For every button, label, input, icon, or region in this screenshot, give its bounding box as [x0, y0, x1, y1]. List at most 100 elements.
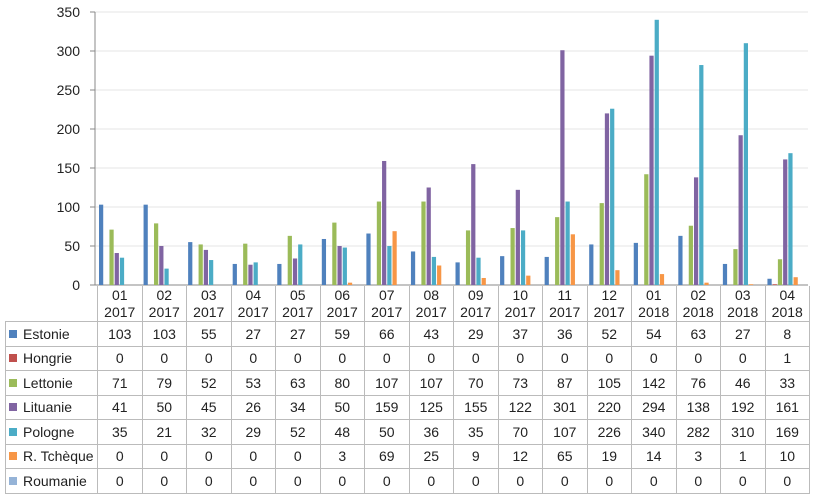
legend-entry: Estonie	[5, 321, 98, 347]
bar-pologne	[788, 153, 793, 285]
bar-lituanie	[337, 246, 342, 285]
y-tick-label: 100	[57, 199, 81, 215]
bar-estonie	[99, 204, 104, 285]
category-label-part: 2018	[682, 303, 714, 320]
data-label: 80	[319, 370, 365, 396]
bar-lettonie	[733, 249, 738, 285]
data-label: 52	[275, 419, 321, 445]
y-tick-label: 200	[57, 121, 81, 137]
category-label: 03 2018	[720, 286, 766, 322]
bar-rtchque	[481, 277, 486, 285]
data-label: 1	[720, 443, 766, 469]
data-label: 138	[675, 394, 721, 420]
bar-lettonie	[198, 244, 203, 285]
data-label: 35	[97, 419, 143, 445]
data-label: 0	[97, 443, 143, 469]
data-label: 0	[230, 468, 276, 494]
category-label-part: 09	[467, 286, 484, 303]
category-label: 02 2017	[141, 286, 187, 322]
data-label: 107	[408, 370, 454, 396]
data-label: 36	[542, 321, 588, 347]
table-row: Roumanie 0 0 0 0 0 0 0 0 0 0 0 0 0 0 0 0	[5, 468, 810, 494]
table-row: R. Tchèque 0 0 0 0 0 3 69 25 9 12 65 19 14 3 1 10	[5, 443, 810, 469]
category-label-part: 07	[378, 286, 395, 303]
category-label-part: 12	[601, 286, 618, 303]
category-label-part: 10	[512, 286, 529, 303]
table-header: 01 2017 02 2017 03 2017 04 2017 05 2017 06 2017 07 20…	[5, 286, 810, 322]
legend-swatch	[9, 354, 17, 363]
data-label: 27	[275, 321, 321, 347]
category-label: 01 2017	[97, 286, 143, 322]
series-name: Lituanie	[23, 399, 73, 416]
y-tick-label: 250	[57, 82, 81, 98]
series-name: Roumanie	[23, 472, 87, 489]
data-label: 0	[631, 345, 677, 371]
bar-pologne	[743, 43, 748, 286]
category-label-part: 2018	[727, 303, 759, 320]
category-label: 10 2017	[497, 286, 543, 322]
bar-lituanie	[114, 253, 119, 285]
bar-estonie	[500, 256, 505, 285]
bar-lettonie	[376, 201, 382, 285]
data-label: 0	[497, 345, 543, 371]
data-label: 55	[186, 321, 232, 347]
bar-lettonie	[510, 228, 515, 285]
data-label: 0	[186, 443, 232, 469]
data-label: 226	[586, 419, 632, 445]
data-label: 0	[141, 468, 187, 494]
data-label: 29	[453, 321, 499, 347]
bar-lettonie	[421, 201, 426, 285]
data-label: 0	[275, 468, 321, 494]
data-label: 0	[631, 468, 677, 494]
bar-lituanie	[649, 55, 654, 286]
series-name: Pologne	[23, 423, 75, 440]
data-label: 33	[764, 370, 810, 396]
data-label: 0	[275, 443, 321, 469]
category-label-part: 08	[423, 286, 440, 303]
data-label: 27	[720, 321, 766, 347]
legend-entry: R. Tchèque	[5, 443, 98, 469]
data-label: 301	[542, 394, 588, 420]
data-label: 0	[408, 468, 454, 494]
legend-swatch	[9, 427, 17, 436]
data-label: 155	[453, 394, 499, 420]
bar-rtchque	[437, 265, 442, 285]
series-name: R. Tchèque	[23, 448, 94, 465]
y-tick-label: 300	[57, 43, 81, 59]
bar-rtchque	[615, 270, 620, 285]
data-label: 0	[586, 345, 632, 371]
data-label: 37	[497, 321, 543, 347]
data-label: 161	[764, 394, 810, 420]
data-label: 0	[542, 468, 588, 494]
category-label: 04 2018	[764, 286, 810, 322]
data-label: 26	[230, 394, 276, 420]
data-label: 63	[275, 370, 321, 396]
data-label: 0	[720, 345, 766, 371]
data-label: 192	[720, 394, 766, 420]
bar-lituanie	[515, 189, 520, 285]
bar-estonie	[767, 278, 772, 285]
category-label: 03 2017	[186, 286, 232, 322]
y-tick-label: 50	[64, 238, 80, 254]
category-label-part: 06	[334, 286, 351, 303]
data-label: 29	[230, 419, 276, 445]
data-label: 3	[675, 443, 721, 469]
legend-entry: Lituanie	[5, 394, 98, 420]
data-label: 71	[97, 370, 143, 396]
category-label-part: 03	[734, 286, 751, 303]
bar-pologne	[342, 247, 347, 285]
data-label: 125	[408, 394, 454, 420]
category-label: 11 2017	[542, 286, 588, 322]
bar-plot: 0 50 100 150 200 250 300 350	[57, 4, 808, 290]
data-label: 41	[97, 394, 143, 420]
data-label: 36	[408, 419, 454, 445]
data-label: 0	[764, 468, 810, 494]
data-label: 76	[675, 370, 721, 396]
data-label: 107	[542, 419, 588, 445]
data-label: 25	[408, 443, 454, 469]
data-label: 0	[453, 345, 499, 371]
legend-swatch	[9, 403, 17, 412]
data-label: 19	[586, 443, 632, 469]
bar-estonie	[321, 238, 327, 285]
